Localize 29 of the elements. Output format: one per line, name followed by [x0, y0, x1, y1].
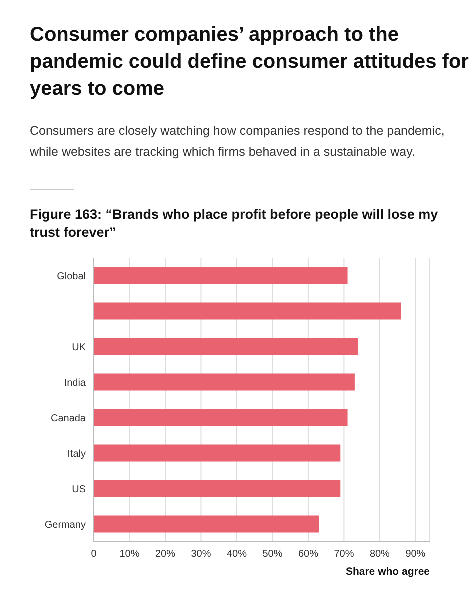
x-tick-label: 0: [91, 549, 98, 560]
x-tick-label: 40%: [226, 549, 248, 560]
y-tick-label: Germany: [44, 520, 86, 531]
x-tick-label: 10%: [120, 549, 140, 560]
x-tick-label: 60%: [298, 549, 319, 560]
caption: Figure 163: “Brands who place profit before people will lose my trust forever”: [30, 206, 440, 242]
chart-title: Consumer companies’ approach to the pandemic could define consumer attitudes for years to come: [30, 23, 470, 102]
x-axis-title: Share who agree: [344, 566, 430, 578]
y-tick-label: US: [72, 484, 86, 496]
y-tick-label: India: [64, 378, 86, 389]
y-tick-label: Italy: [68, 448, 86, 460]
x-tick-label: 30%: [191, 549, 212, 560]
bar: [94, 480, 341, 498]
bar: [94, 374, 355, 391]
chart-subtitle: Consumers are closely watching how companies respond to the pandemic, while websites are tracking which firms behaved in a sustainable way.: [30, 123, 446, 161]
bar: [94, 444, 341, 462]
x-tick-label: 20%: [155, 549, 176, 560]
x-tick-label: 70%: [334, 549, 354, 560]
x-tick-label: 50%: [262, 549, 283, 560]
bar: [94, 267, 348, 284]
bar: [94, 409, 348, 426]
x-tick-label: 90%: [406, 549, 426, 560]
bar: [94, 302, 402, 320]
y-tick-label: Global: [57, 271, 86, 282]
x-tick-label: 80%: [370, 549, 390, 560]
bar: [94, 338, 359, 356]
y-tick-label: UK: [72, 342, 86, 354]
bar: [94, 516, 320, 533]
y-tick-label: Canada: [50, 413, 86, 424]
